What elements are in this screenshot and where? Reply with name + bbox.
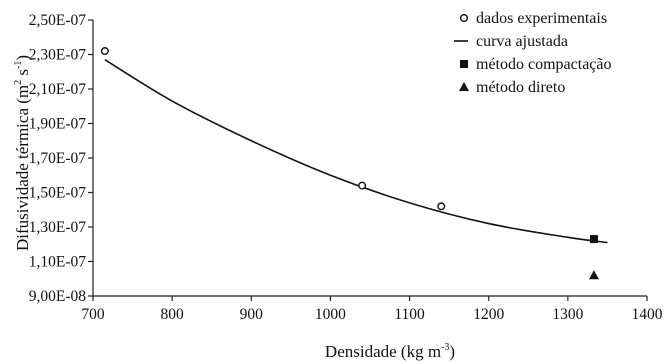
x-tick-label: 900 <box>240 306 264 323</box>
data-point <box>589 235 598 244</box>
y-tick-label: 2,30E-07 <box>29 47 87 64</box>
y-tick-label: 2,10E-07 <box>29 81 87 98</box>
data-point <box>358 181 367 190</box>
legend-marker <box>460 13 469 22</box>
y-tick-label: 1,30E-07 <box>29 219 87 236</box>
data-point <box>588 270 599 280</box>
data-point <box>100 47 109 56</box>
x-tick-label: 1000 <box>315 306 346 323</box>
x-tick-label: 700 <box>81 306 105 323</box>
x-axis-title: Densidade (kg m-3) <box>325 342 455 361</box>
x-tick-label: 1200 <box>473 306 504 323</box>
y-tick-label: 1,10E-07 <box>29 254 87 271</box>
legend-marker <box>459 82 469 91</box>
data-point <box>437 202 446 211</box>
legend-label: método direto <box>476 79 565 96</box>
y-ticks: 9,00E-08 1,10E-07 1,30E-07 1,50E-07 1,70E-07… <box>29 12 93 305</box>
y-tick-label: 1,90E-07 <box>29 116 87 133</box>
legend-label: curva ajustada <box>476 33 568 50</box>
legend-label: método compactação <box>476 56 612 73</box>
legend: dados experimentais curva ajustada método … <box>454 10 612 96</box>
x-ticks: 700 800 900 1000 1100 1200 1300 1400 <box>81 296 663 323</box>
legend-marker <box>460 60 468 68</box>
x-tick-label: 1400 <box>632 306 663 323</box>
legend-label: dados experimentais <box>476 10 607 27</box>
y-tick-label: 1,50E-07 <box>29 185 87 202</box>
x-tick-label: 1100 <box>394 306 425 323</box>
y-tick-label: 1,70E-07 <box>29 150 87 167</box>
x-tick-label: 1300 <box>552 306 583 323</box>
plot-area <box>100 47 608 280</box>
y-tick-label: 2,50E-07 <box>29 12 87 29</box>
y-axis-title: Difusividade térmica (m2 s-1) <box>13 55 32 251</box>
y-tick-label: 9,00E-08 <box>29 288 87 305</box>
x-tick-label: 800 <box>161 306 185 323</box>
